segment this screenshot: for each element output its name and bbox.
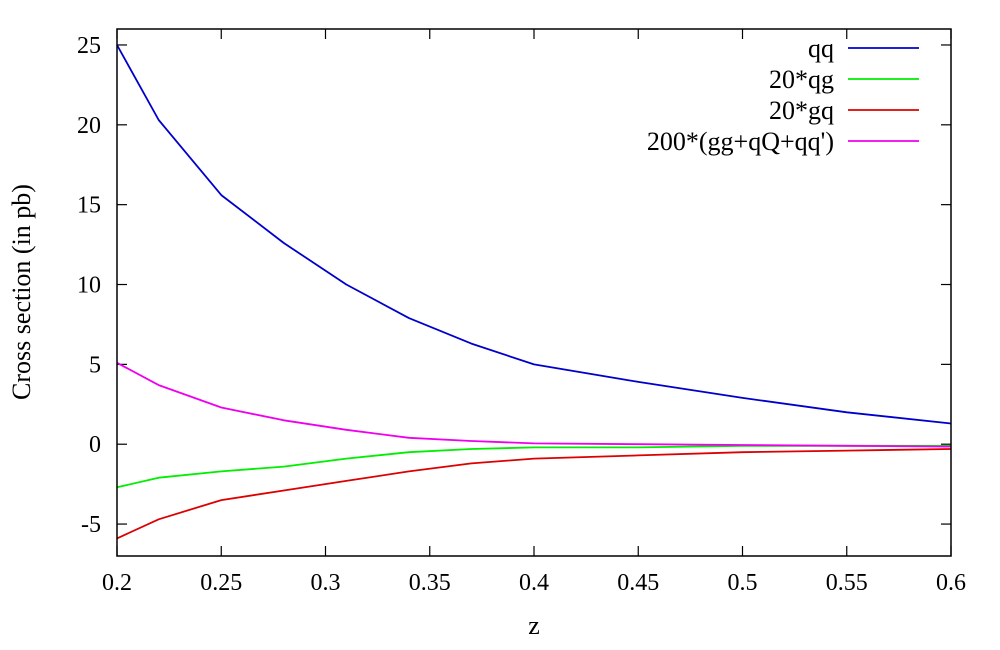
series-line-3: [116, 362, 952, 448]
x-tick-label: 0.6: [936, 570, 966, 596]
x-tick-label: 0.35: [409, 570, 451, 596]
x-tick-label: 0.45: [617, 570, 659, 596]
x-tick-label: 0.25: [200, 570, 242, 596]
y-tick-label: -5: [81, 512, 101, 538]
y-tick-label: 25: [77, 33, 101, 59]
x-tick-label: 0.4: [519, 570, 549, 596]
legend-label-2: 20*gq: [769, 96, 834, 125]
x-tick-label: 0.2: [102, 570, 132, 596]
x-tick-label: 0.5: [728, 570, 758, 596]
y-tick-label: 20: [77, 113, 101, 139]
legend-label-0: qq: [808, 34, 834, 63]
x-axis-label: z: [528, 611, 540, 640]
y-axis-label: Cross section (in pb): [7, 184, 36, 400]
legend-label-3: 200*(gg+qQ+qq'): [647, 127, 834, 156]
series-line-1: [116, 444, 951, 489]
legend-label-1: 20*qg: [769, 65, 834, 94]
series-line-0: [116, 44, 952, 425]
series-layer: [116, 44, 952, 540]
plot-frame: [116, 28, 952, 557]
y-tick-label: 15: [77, 193, 101, 219]
series-line-2: [116, 448, 952, 540]
y-tick-label: 5: [89, 352, 101, 378]
x-tick-label: 0.55: [826, 570, 868, 596]
y-tick-label: 0: [89, 432, 101, 458]
ticks-layer: 0.2 0.25 0.3 0.35 0.4 0.45 0.5 0.55 0.6 -5 0 5 10 15 2…: [77, 29, 966, 596]
y-tick-label: 10: [77, 273, 101, 299]
x-tick-label: 0.3: [311, 570, 341, 596]
